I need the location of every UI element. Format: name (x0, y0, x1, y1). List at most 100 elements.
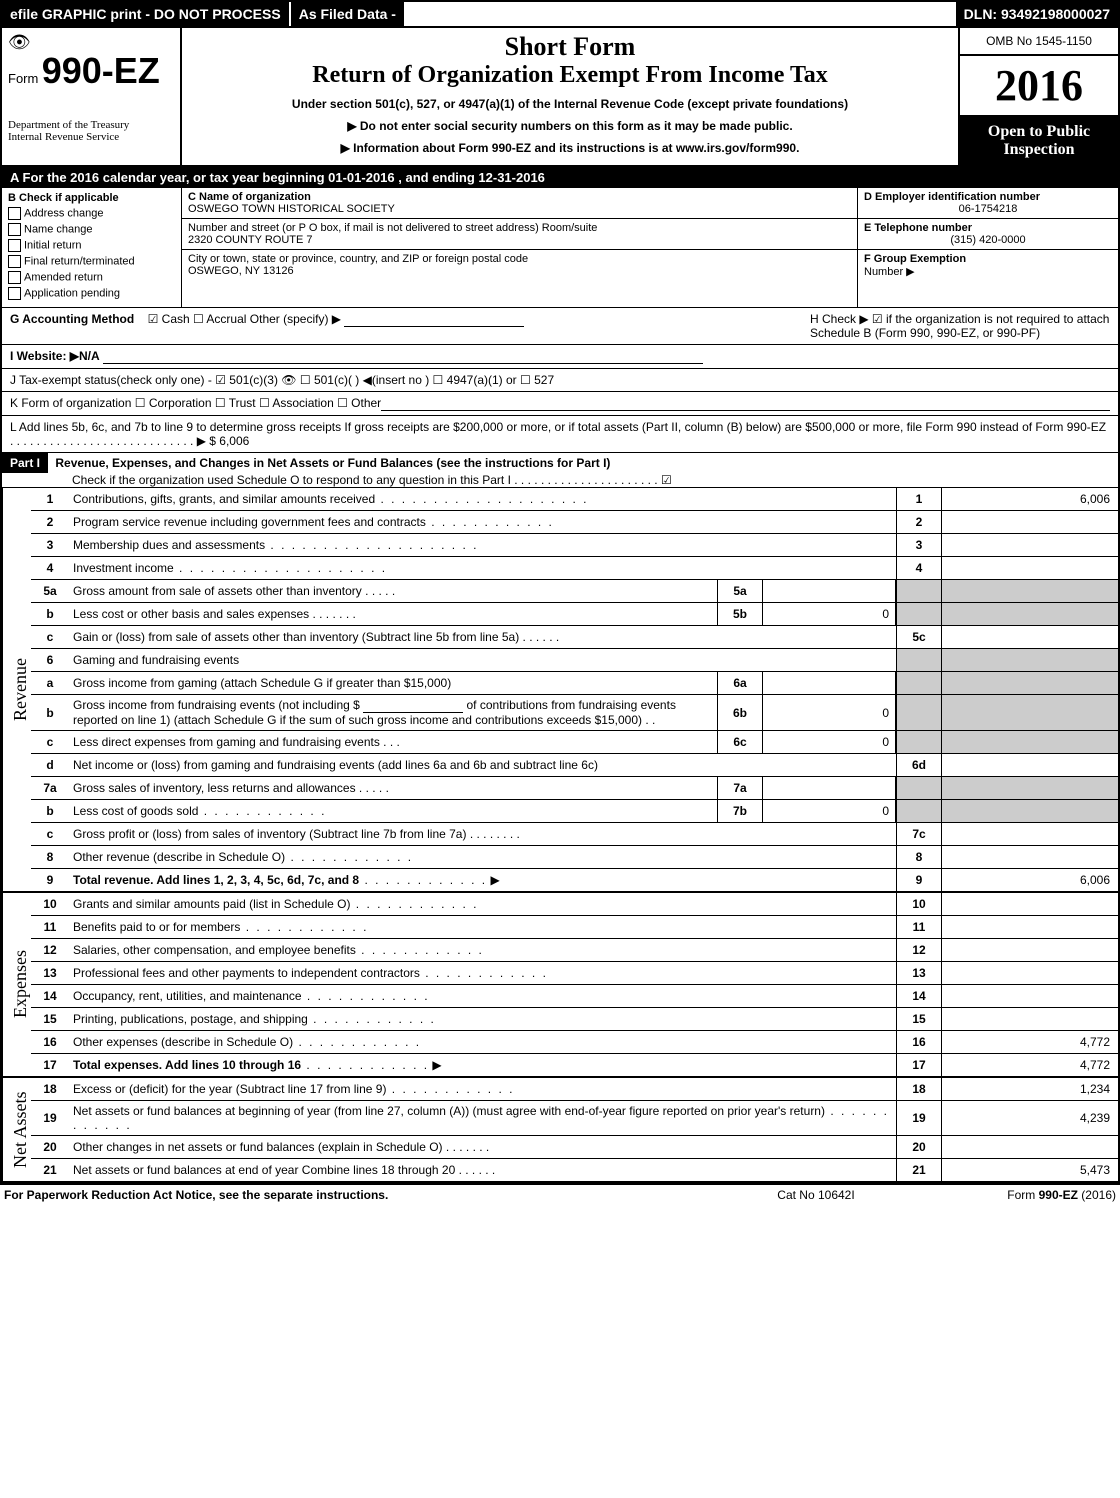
section-a-bar: A For the 2016 calendar year, or tax yea… (2, 167, 1118, 188)
group-exemption-row: F Group Exemption Number ▶ (858, 250, 1118, 281)
line-9: 9 Total revenue. Add lines 1, 2, 3, 4, 5… (31, 869, 1118, 891)
part-1-header: Part I Revenue, Expenses, and Changes in… (2, 453, 1118, 488)
line-4-value (941, 557, 1118, 579)
page-footer: For Paperwork Reduction Act Notice, see … (0, 1185, 1120, 1205)
expenses-table: Expenses 10 Grants and similar amounts p… (2, 893, 1118, 1078)
line-18-value: 1,234 (941, 1078, 1118, 1100)
line-12: 12 Salaries, other compensation, and emp… (31, 939, 1118, 962)
line-9-value: 6,006 (941, 869, 1118, 891)
section-h-check[interactable]: H Check ▶ ☑ if the organization is not r… (810, 312, 1110, 340)
tax-year: 2016 (960, 56, 1118, 117)
line-6a: a Gross income from gaming (attach Sched… (31, 672, 1118, 695)
accounting-method-opts[interactable]: ☑ Cash ☐ Accrual Other (specify) ▶ (148, 312, 341, 326)
as-filed-label: As Filed Data - (291, 2, 406, 26)
form-id-block: 👁 Form 990-EZ Department of the Treasury… (2, 28, 182, 165)
line-20-value (941, 1136, 1118, 1158)
section-def-block: D Employer identification number 06-1754… (857, 188, 1118, 307)
line-1: 1 Contributions, gifts, grants, and simi… (31, 488, 1118, 511)
line-21: 21 Net assets or fund balances at end of… (31, 1159, 1118, 1181)
line-7c: c Gross profit or (loss) from sales of i… (31, 823, 1118, 846)
line-7a: 7a Gross sales of inventory, less return… (31, 777, 1118, 800)
topbar-spacer (406, 2, 956, 26)
line-17-value: 4,772 (941, 1054, 1118, 1076)
line-13-value (941, 962, 1118, 984)
line-6c-value: 0 (763, 731, 896, 753)
line-3: 3 Membership dues and assessments 3 (31, 534, 1118, 557)
org-city: OSWEGO, NY 13126 (188, 265, 851, 277)
line-16-value: 4,772 (941, 1031, 1118, 1053)
line-11: 11 Benefits paid to or for members 11 (31, 916, 1118, 939)
line-6: 6 Gaming and fundraising events (31, 649, 1118, 672)
form-ref: Form 990-EZ (2016) (916, 1188, 1116, 1202)
form-of-org-row[interactable]: K Form of organization ☐ Corporation ☐ T… (2, 392, 1118, 416)
line-4: 4 Investment income 4 (31, 557, 1118, 580)
accounting-method-row: G Accounting Method ☑ Cash ☐ Accrual Oth… (2, 308, 1118, 345)
short-form-title: Short Form (192, 32, 948, 62)
form-prefix: Form (8, 71, 38, 86)
line-6d-value (941, 754, 1118, 776)
line-7b-value: 0 (763, 800, 896, 822)
treasury-dept-text: Department of the Treasury Internal Reve… (8, 119, 174, 143)
line-19-value: 4,239 (941, 1101, 1118, 1135)
line-18: 18 Excess or (deficit) for the year (Sub… (31, 1078, 1118, 1101)
line-8-value (941, 846, 1118, 868)
line-15: 15 Printing, publications, postage, and … (31, 1008, 1118, 1031)
section-b-checks: B Check if applicable Address change Nam… (2, 188, 182, 307)
cat-number: Cat No 10642I (716, 1188, 916, 1202)
line-5c: c Gain or (loss) from sale of assets oth… (31, 626, 1118, 649)
expenses-sidebar: Expenses (2, 893, 31, 1076)
org-street-row: Number and street (or P O box, if mail i… (182, 219, 857, 250)
org-street: 2320 COUNTY ROUTE 7 (188, 234, 851, 246)
section-b-title: B Check if applicable (8, 192, 175, 204)
line-10-value (941, 893, 1118, 915)
line-6d: d Net income or (loss) from gaming and f… (31, 754, 1118, 777)
line-15-value (941, 1008, 1118, 1030)
omb-number: OMB No 1545-1150 (960, 28, 1118, 56)
ssn-notice: ▶ Do not enter social security numbers o… (192, 119, 948, 133)
header-right-block: OMB No 1545-1150 2016 Open to Public Ins… (958, 28, 1118, 165)
tax-exempt-status-row[interactable]: J Tax-exempt status(check only one) - ☑ … (2, 369, 1118, 392)
line-17: 17 Total expenses. Add lines 10 through … (31, 1054, 1118, 1076)
part-1-check-line[interactable]: Check if the organization used Schedule … (2, 473, 672, 487)
line-20: 20 Other changes in net assets or fund b… (31, 1136, 1118, 1159)
line-19: 19 Net assets or fund balances at beginn… (31, 1101, 1118, 1136)
dln-number: DLN: 93492198000027 (956, 2, 1118, 26)
line-7a-value (763, 777, 896, 799)
form-number: 990-EZ (42, 50, 160, 91)
info-link-notice: ▶ Information about Form 990-EZ and its … (192, 141, 948, 155)
line-11-value (941, 916, 1118, 938)
line-1-value: 6,006 (941, 488, 1118, 510)
phone-row: E Telephone number (315) 420-0000 (858, 219, 1118, 250)
check-final-return[interactable]: Final return/terminated (8, 255, 175, 268)
check-amended-return[interactable]: Amended return (8, 271, 175, 284)
line-6c: c Less direct expenses from gaming and f… (31, 731, 1118, 754)
line-7b: b Less cost of goods sold 7b 0 (31, 800, 1118, 823)
phone-value: (315) 420-0000 (864, 234, 1112, 246)
line-5c-value (941, 626, 1118, 648)
website-row: I Website: ▶N/A (2, 345, 1118, 369)
revenue-sidebar: Revenue (2, 488, 31, 891)
section-c-block: C Name of organization OSWEGO TOWN HISTO… (182, 188, 857, 307)
line-14: 14 Occupancy, rent, utilities, and maint… (31, 985, 1118, 1008)
efile-notice: efile GRAPHIC print - DO NOT PROCESS (2, 2, 291, 26)
net-assets-table: Net Assets 18 Excess or (deficit) for th… (2, 1078, 1118, 1183)
line-6b-value: 0 (763, 695, 896, 730)
line-13: 13 Professional fees and other payments … (31, 962, 1118, 985)
check-name-change[interactable]: Name change (8, 223, 175, 236)
check-application-pending[interactable]: Application pending (8, 287, 175, 300)
line-12-value (941, 939, 1118, 961)
check-address-change[interactable]: Address change (8, 207, 175, 220)
line-5a: 5a Gross amount from sale of assets othe… (31, 580, 1118, 603)
return-title: Return of Organization Exempt From Incom… (192, 62, 948, 89)
part-1-desc: Revenue, Expenses, and Changes in Net As… (51, 456, 610, 470)
under-section-text: Under section 501(c), 527, or 4947(a)(1)… (192, 97, 948, 111)
open-to-public-box: Open to Public Inspection (960, 117, 1118, 165)
check-initial-return[interactable]: Initial return (8, 239, 175, 252)
line-14-value (941, 985, 1118, 1007)
part-1-label: Part I (2, 453, 48, 473)
revenue-table: Revenue 1 Contributions, gifts, grants, … (2, 488, 1118, 893)
line-8: 8 Other revenue (describe in Schedule O)… (31, 846, 1118, 869)
net-assets-sidebar: Net Assets (2, 1078, 31, 1181)
line-7c-value (941, 823, 1118, 845)
ein-value: 06-1754218 (864, 203, 1112, 215)
